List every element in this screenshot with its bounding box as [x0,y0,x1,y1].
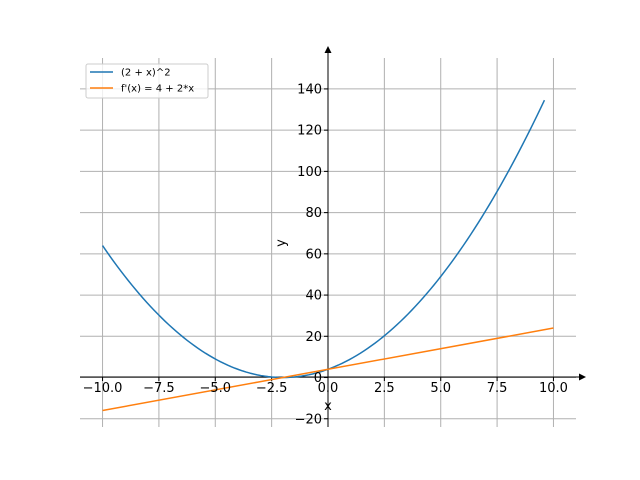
series-lines [101,99,554,412]
x-axis-label: x [324,399,332,414]
y-tick-label: 100 [297,165,322,180]
x-tick-label: 5.0 [430,381,451,396]
y-axis-arrowhead [324,46,332,53]
legend-entry-series-2: f'(x) = 4 + 2*x [121,84,194,95]
tick-labels: −10.0 −7.5 −5.0 −2.5 0.0 2.5 5.0 7.5 10.0 −20 0 20 4… [83,82,568,427]
x-tick-label: 10.0 [539,381,568,396]
y-tick-label: 120 [297,124,322,139]
axes [80,46,586,427]
x-tick-label: −2.5 [256,381,288,396]
y-tick-label: −20 [295,412,322,427]
y-tick-label: 0 [314,371,322,386]
legend-entry-series-1: (2 + x)^2 [121,68,171,79]
x-tick-label: −5.0 [199,381,231,396]
y-tick-label: 60 [305,247,322,262]
y-tick-label: 140 [297,82,322,97]
x-tick-label: 2.5 [374,381,395,396]
legend: (2 + x)^2 f'(x) = 4 + 2*x [85,63,209,99]
series-line-2 [102,327,554,412]
y-tick-label: 40 [305,289,322,304]
legend-frame [85,63,209,99]
y-axis-label: y [274,239,289,247]
y-tick-label: 80 [305,206,322,221]
x-axis-arrowhead [579,373,586,381]
x-tick-label: 0.0 [318,381,339,396]
y-tick-label: 20 [305,330,322,345]
x-tick-label: 7.5 [487,381,508,396]
x-tick-label: −7.5 [143,381,175,396]
x-tick-label: −10.0 [83,381,123,396]
